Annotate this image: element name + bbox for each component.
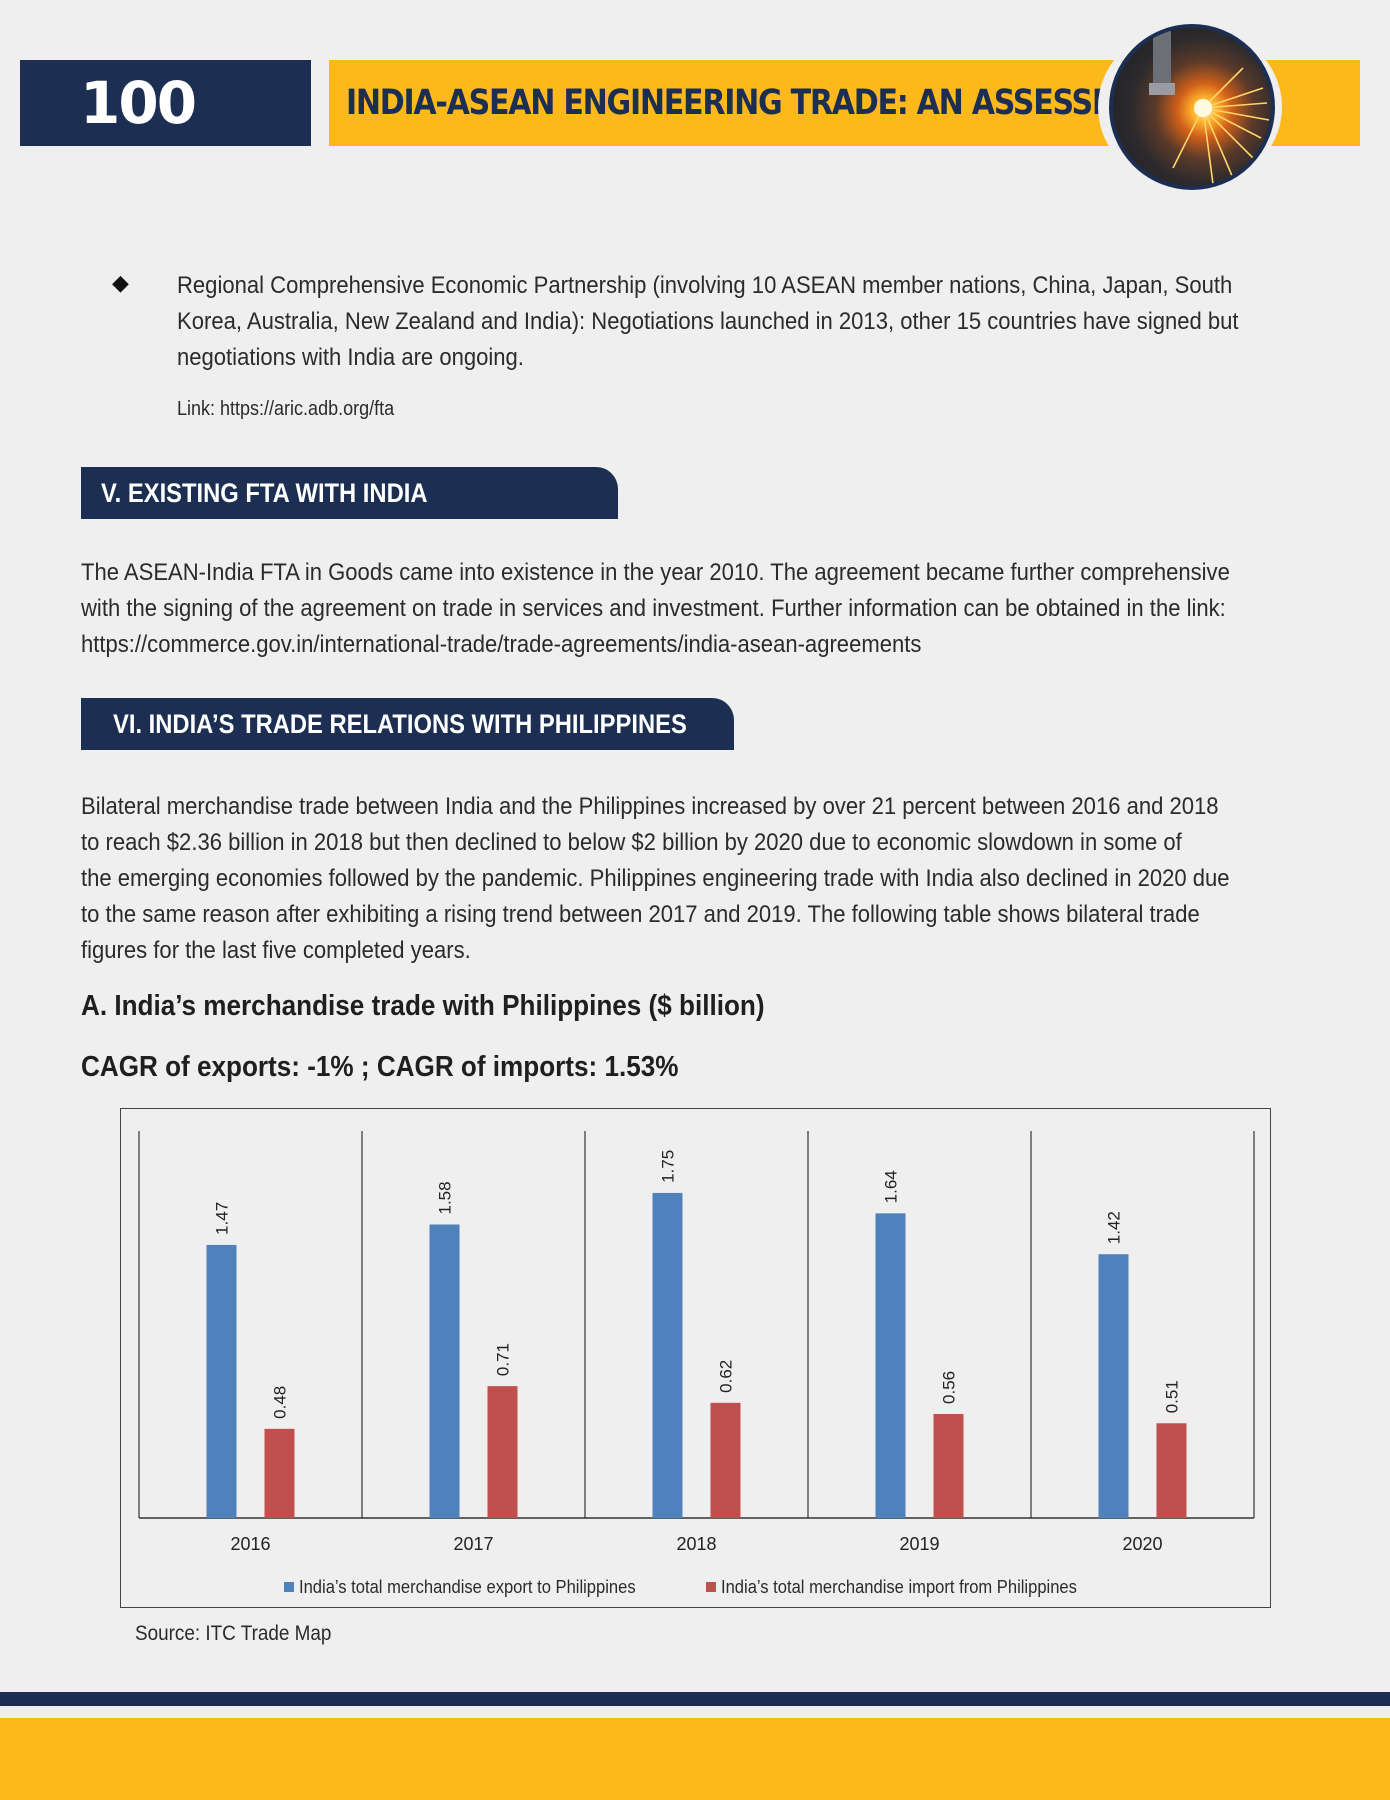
- data-label: 0.56: [939, 1371, 958, 1404]
- header-photo: [1109, 24, 1275, 190]
- section-heading-vi: VI. INDIA’S TRADE RELATIONS WITH PHILIPP…: [81, 698, 734, 750]
- text-line: to reach $2.36 billion in 2018 but then …: [81, 829, 1182, 856]
- text-line: The ASEAN-India FTA in Goods came into e…: [81, 559, 1230, 586]
- page-number: 100: [20, 60, 311, 146]
- text-line: the emerging economies followed by the p…: [81, 865, 1230, 892]
- bar-import: [264, 1428, 295, 1518]
- bullet-diamond-icon: ◆: [112, 270, 129, 295]
- footer-gold-band: [0, 1718, 1390, 1800]
- data-label: 1.75: [659, 1150, 678, 1183]
- legend-swatch-imports: [705, 1582, 716, 1592]
- text-line: with the signing of the agreement on tra…: [81, 595, 1226, 622]
- data-label: 0.62: [716, 1360, 735, 1393]
- x-tick-label: 2020: [1122, 1534, 1162, 1554]
- text-line: negotiations with India are ongoing.: [177, 344, 524, 371]
- bar-export: [1098, 1254, 1129, 1518]
- legend-label: India’s total merchandise export to Phil…: [298, 1577, 636, 1597]
- data-label: 1.58: [436, 1181, 455, 1214]
- legend-label: India’s total merchandise import from Ph…: [720, 1577, 1077, 1597]
- section-vi-text: Bilateral merchandise trade between Indi…: [81, 789, 1230, 969]
- bar-import: [487, 1386, 518, 1518]
- sparks-icon: [1149, 28, 1270, 185]
- bar-export: [652, 1192, 683, 1518]
- legend-item-imports: India’s total merchandise import from Ph…: [705, 1577, 1108, 1598]
- text-line: Regional Comprehensive Economic Partners…: [177, 272, 1233, 299]
- page-title: INDIA-ASEAN ENGINEERING TRADE: AN ASSESS…: [346, 83, 1184, 123]
- text-line: Bilateral merchandise trade between Indi…: [81, 793, 1219, 820]
- x-tick-label: 2018: [676, 1534, 716, 1554]
- text-line[interactable]: https://commerce.gov.in/international-tr…: [81, 631, 922, 658]
- bar-export: [429, 1224, 460, 1518]
- section-heading-text: V. EXISTING FTA WITH INDIA: [101, 478, 428, 508]
- footer-navy-stripe: [0, 1692, 1390, 1706]
- bar-import: [710, 1402, 741, 1518]
- bar-export: [206, 1244, 237, 1518]
- data-label: 0.51: [1162, 1380, 1181, 1413]
- chart-source: Source: ITC Trade Map: [135, 1622, 332, 1645]
- data-label: 1.47: [213, 1202, 232, 1235]
- data-label: 0.48: [270, 1386, 289, 1419]
- data-label: 1.42: [1105, 1211, 1124, 1244]
- x-tick-label: 2016: [230, 1534, 270, 1554]
- legend-item-exports: India’s total merchandise export to Phil…: [283, 1577, 665, 1598]
- section-heading-v: V. EXISTING FTA WITH INDIA: [81, 467, 618, 519]
- text-line: figures for the last five completed year…: [81, 937, 471, 964]
- text-line: Korea, Australia, New Zealand and India)…: [177, 308, 1239, 335]
- legend-swatch-exports: [283, 1582, 294, 1592]
- cagr-line: CAGR of exports: -1% ; CAGR of imports: …: [81, 1051, 679, 1083]
- bar-import: [933, 1413, 964, 1518]
- data-label: 1.64: [882, 1170, 901, 1203]
- data-label: 0.71: [493, 1343, 512, 1376]
- bullet-link[interactable]: Link: https://aric.adb.org/fta: [177, 398, 395, 420]
- section-v-text: The ASEAN-India FTA in Goods came into e…: [81, 555, 1230, 663]
- x-tick-label: 2017: [453, 1534, 493, 1554]
- bullet-text: Regional Comprehensive Economic Partners…: [177, 268, 1239, 376]
- text-line: to the same reason after exhibiting a ri…: [81, 901, 1200, 928]
- chart-title: A. India’s merchandise trade with Philip…: [81, 990, 765, 1022]
- chart-plot: 1.47 0.48 2016 1.58 0.71 2017 1.75 0.62 2018 1.64…: [138, 1131, 1255, 1554]
- bar-chart: 1.47 0.48 2016 1.58 0.71 2017 1.75 0.62 2018 1.64…: [120, 1108, 1271, 1608]
- section-heading-text: VI. INDIA’S TRADE RELATIONS WITH PHILIPP…: [113, 709, 687, 739]
- bar-export: [875, 1213, 906, 1518]
- x-tick-label: 2019: [899, 1534, 939, 1554]
- chart-legend: India’s total merchandise export to Phil…: [121, 1577, 1270, 1601]
- bar-import: [1156, 1423, 1187, 1518]
